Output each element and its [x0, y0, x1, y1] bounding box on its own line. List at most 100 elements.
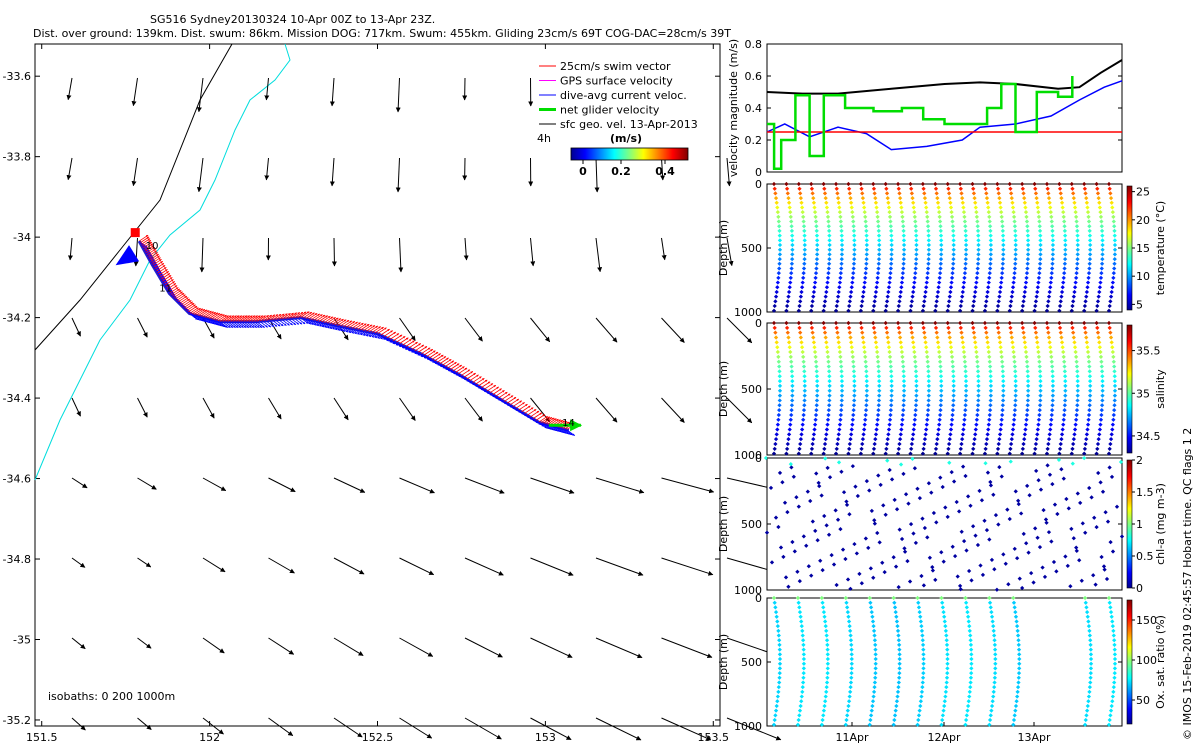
profile-dot: [901, 261, 906, 266]
profile-dot: [988, 256, 993, 262]
profile-dot: [1033, 191, 1039, 196]
profile-dot: [1001, 378, 1006, 384]
profile-dot: [922, 437, 928, 442]
profile-dot: [1033, 330, 1039, 335]
profile-dot: [984, 330, 989, 335]
profile-dot: [1025, 238, 1031, 243]
profile-dot: [1050, 369, 1055, 374]
current-vector: [222, 321, 231, 328]
profile-dot: [898, 200, 903, 205]
profile-dot: [1083, 299, 1088, 304]
swim-vector: [544, 417, 555, 425]
profile-dot: [1085, 205, 1090, 210]
profile-dot: [935, 195, 940, 201]
profile-dot: [802, 233, 807, 238]
profile-dot: [874, 285, 879, 290]
surface-velocity-arrow: [398, 237, 404, 273]
surface-velocity-arrow: [726, 157, 732, 187]
profile-dot: [973, 200, 978, 205]
profile-dot: [925, 412, 930, 418]
swim-vector: [463, 371, 474, 378]
profile-dot: [1062, 256, 1068, 262]
profile-dot: [901, 398, 906, 403]
profile-dot: [958, 186, 963, 191]
swim-vector: [208, 312, 219, 320]
profile-dot: [1009, 437, 1014, 442]
swim-vector: [157, 267, 167, 274]
profile-dot: [922, 294, 928, 299]
profile-dot: [889, 369, 894, 374]
profile-dot: [789, 224, 794, 229]
profile-dot: [988, 369, 993, 374]
profile-dot: [812, 205, 817, 210]
map-y-tick-label: -34.2: [3, 312, 31, 325]
swim-vector: [336, 319, 347, 326]
profile-dot: [984, 437, 990, 442]
profile-dot: [773, 335, 779, 340]
profile-dot: [1057, 303, 1063, 309]
profile-dot: [1033, 325, 1038, 330]
profile-dot: [812, 349, 818, 355]
profile-dot: [888, 412, 893, 418]
profile-dot: [1058, 330, 1063, 335]
profile-dot: [875, 422, 880, 427]
profile-dot: [922, 330, 927, 335]
swim-vector: [219, 315, 229, 322]
profile-dot: [913, 407, 918, 413]
profile-dot: [1112, 238, 1118, 243]
colorbar-ticks: 0 0.2 0.4: [579, 160, 675, 178]
profile-dot: [963, 242, 969, 248]
profile-dot: [961, 427, 966, 432]
profile-dot: [925, 266, 931, 271]
profile-dot: [789, 403, 795, 408]
profile-dot: [997, 294, 1002, 299]
profile-dot: [1087, 266, 1092, 271]
profile-dot: [939, 247, 944, 252]
velocity-series-line: [767, 76, 1074, 171]
swim-vector: [293, 311, 304, 319]
profile-dot: [1075, 247, 1080, 252]
profile-dot: [937, 354, 942, 360]
profile-dot: [813, 271, 819, 276]
profile-dot: [813, 417, 818, 422]
swim-vector: [345, 321, 356, 328]
profile-dot: [787, 345, 792, 350]
profile-dot: [875, 280, 880, 285]
surface-velocity-arrow: [399, 397, 416, 421]
profile-dot: [1075, 238, 1080, 243]
profile-dot: [884, 191, 890, 196]
profile-dot: [914, 256, 919, 262]
profile-dot: [1074, 219, 1079, 224]
profile-dot: [837, 427, 842, 432]
profile-colorbar-tick-label: 0.5: [1136, 550, 1154, 563]
profile-dot: [1048, 427, 1053, 432]
profile-x-tick-label: 11Apr: [835, 731, 869, 744]
profile-dot: [1050, 388, 1056, 393]
profile-dot: [789, 228, 795, 234]
profile-dot: [911, 345, 916, 350]
surface-velocity-arrow: [395, 77, 401, 113]
profile-dot: [838, 359, 843, 364]
profile-dot: [871, 446, 877, 451]
profile-dot: [811, 432, 817, 437]
profile-dot: [799, 289, 804, 295]
profile-colorbar: [1126, 599, 1133, 725]
profile-dot: [847, 191, 852, 196]
profile-dot: [888, 407, 893, 413]
profile-dot: [988, 407, 993, 413]
profile-dot: [775, 285, 780, 290]
profile-dot: [800, 210, 805, 215]
map-frame: [34, 43, 721, 727]
profile-dot: [851, 219, 856, 224]
profile-dot: [913, 369, 919, 374]
profile-dot: [835, 191, 840, 196]
profile-dot: [877, 238, 882, 243]
swim-vector: [515, 402, 525, 409]
surface-velocity-arrow: [71, 557, 86, 568]
current-vector: [293, 317, 303, 325]
surface-velocity-arrow: [329, 77, 335, 107]
profile-dot: [884, 299, 890, 304]
profile-dot: [827, 388, 832, 393]
profile-dot: [874, 349, 880, 355]
profile-dot: [1025, 378, 1031, 384]
